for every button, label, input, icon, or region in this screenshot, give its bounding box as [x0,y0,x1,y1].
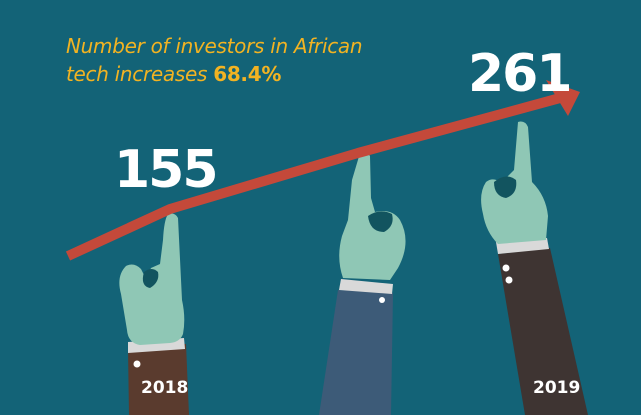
headline: Number of investors in African tech incr… [66,32,396,88]
pointing-hand-2019-icon [481,121,588,415]
trend-arrow-line [65,93,562,261]
sleeve-middle [319,290,393,415]
sleeve-2019 [498,248,588,415]
knuckle-shadow-middle [368,211,393,232]
sleeve-2018 [128,344,189,415]
cuff-button-2019-bottom [505,276,513,284]
cuff-button-2019-top [502,264,510,272]
headline-percent: 68.4% [213,62,282,86]
trend-arrow-head [546,80,580,116]
x-tick-label-2019: 2019 [533,378,581,398]
cuff-button-middle [379,297,385,303]
headline-line2: tech increases 68.4% [66,60,396,88]
headline-line1: Number of investors in African [66,34,363,58]
value-label-2018: 155 [114,140,219,200]
headline-line2-prefix: tech increases [66,62,208,86]
x-tick-label-2018: 2018 [141,378,189,398]
value-label-2019: 261 [468,44,573,104]
pointing-hand-2018-icon [119,213,189,415]
trend-arrow [65,80,580,261]
cuff-middle [339,279,393,294]
cuff-button-2018 [133,360,141,368]
pointing-hand-middle-icon [319,152,406,415]
knuckle-shadow-2019 [494,176,517,198]
knuckle-shadow-2018 [142,269,159,288]
